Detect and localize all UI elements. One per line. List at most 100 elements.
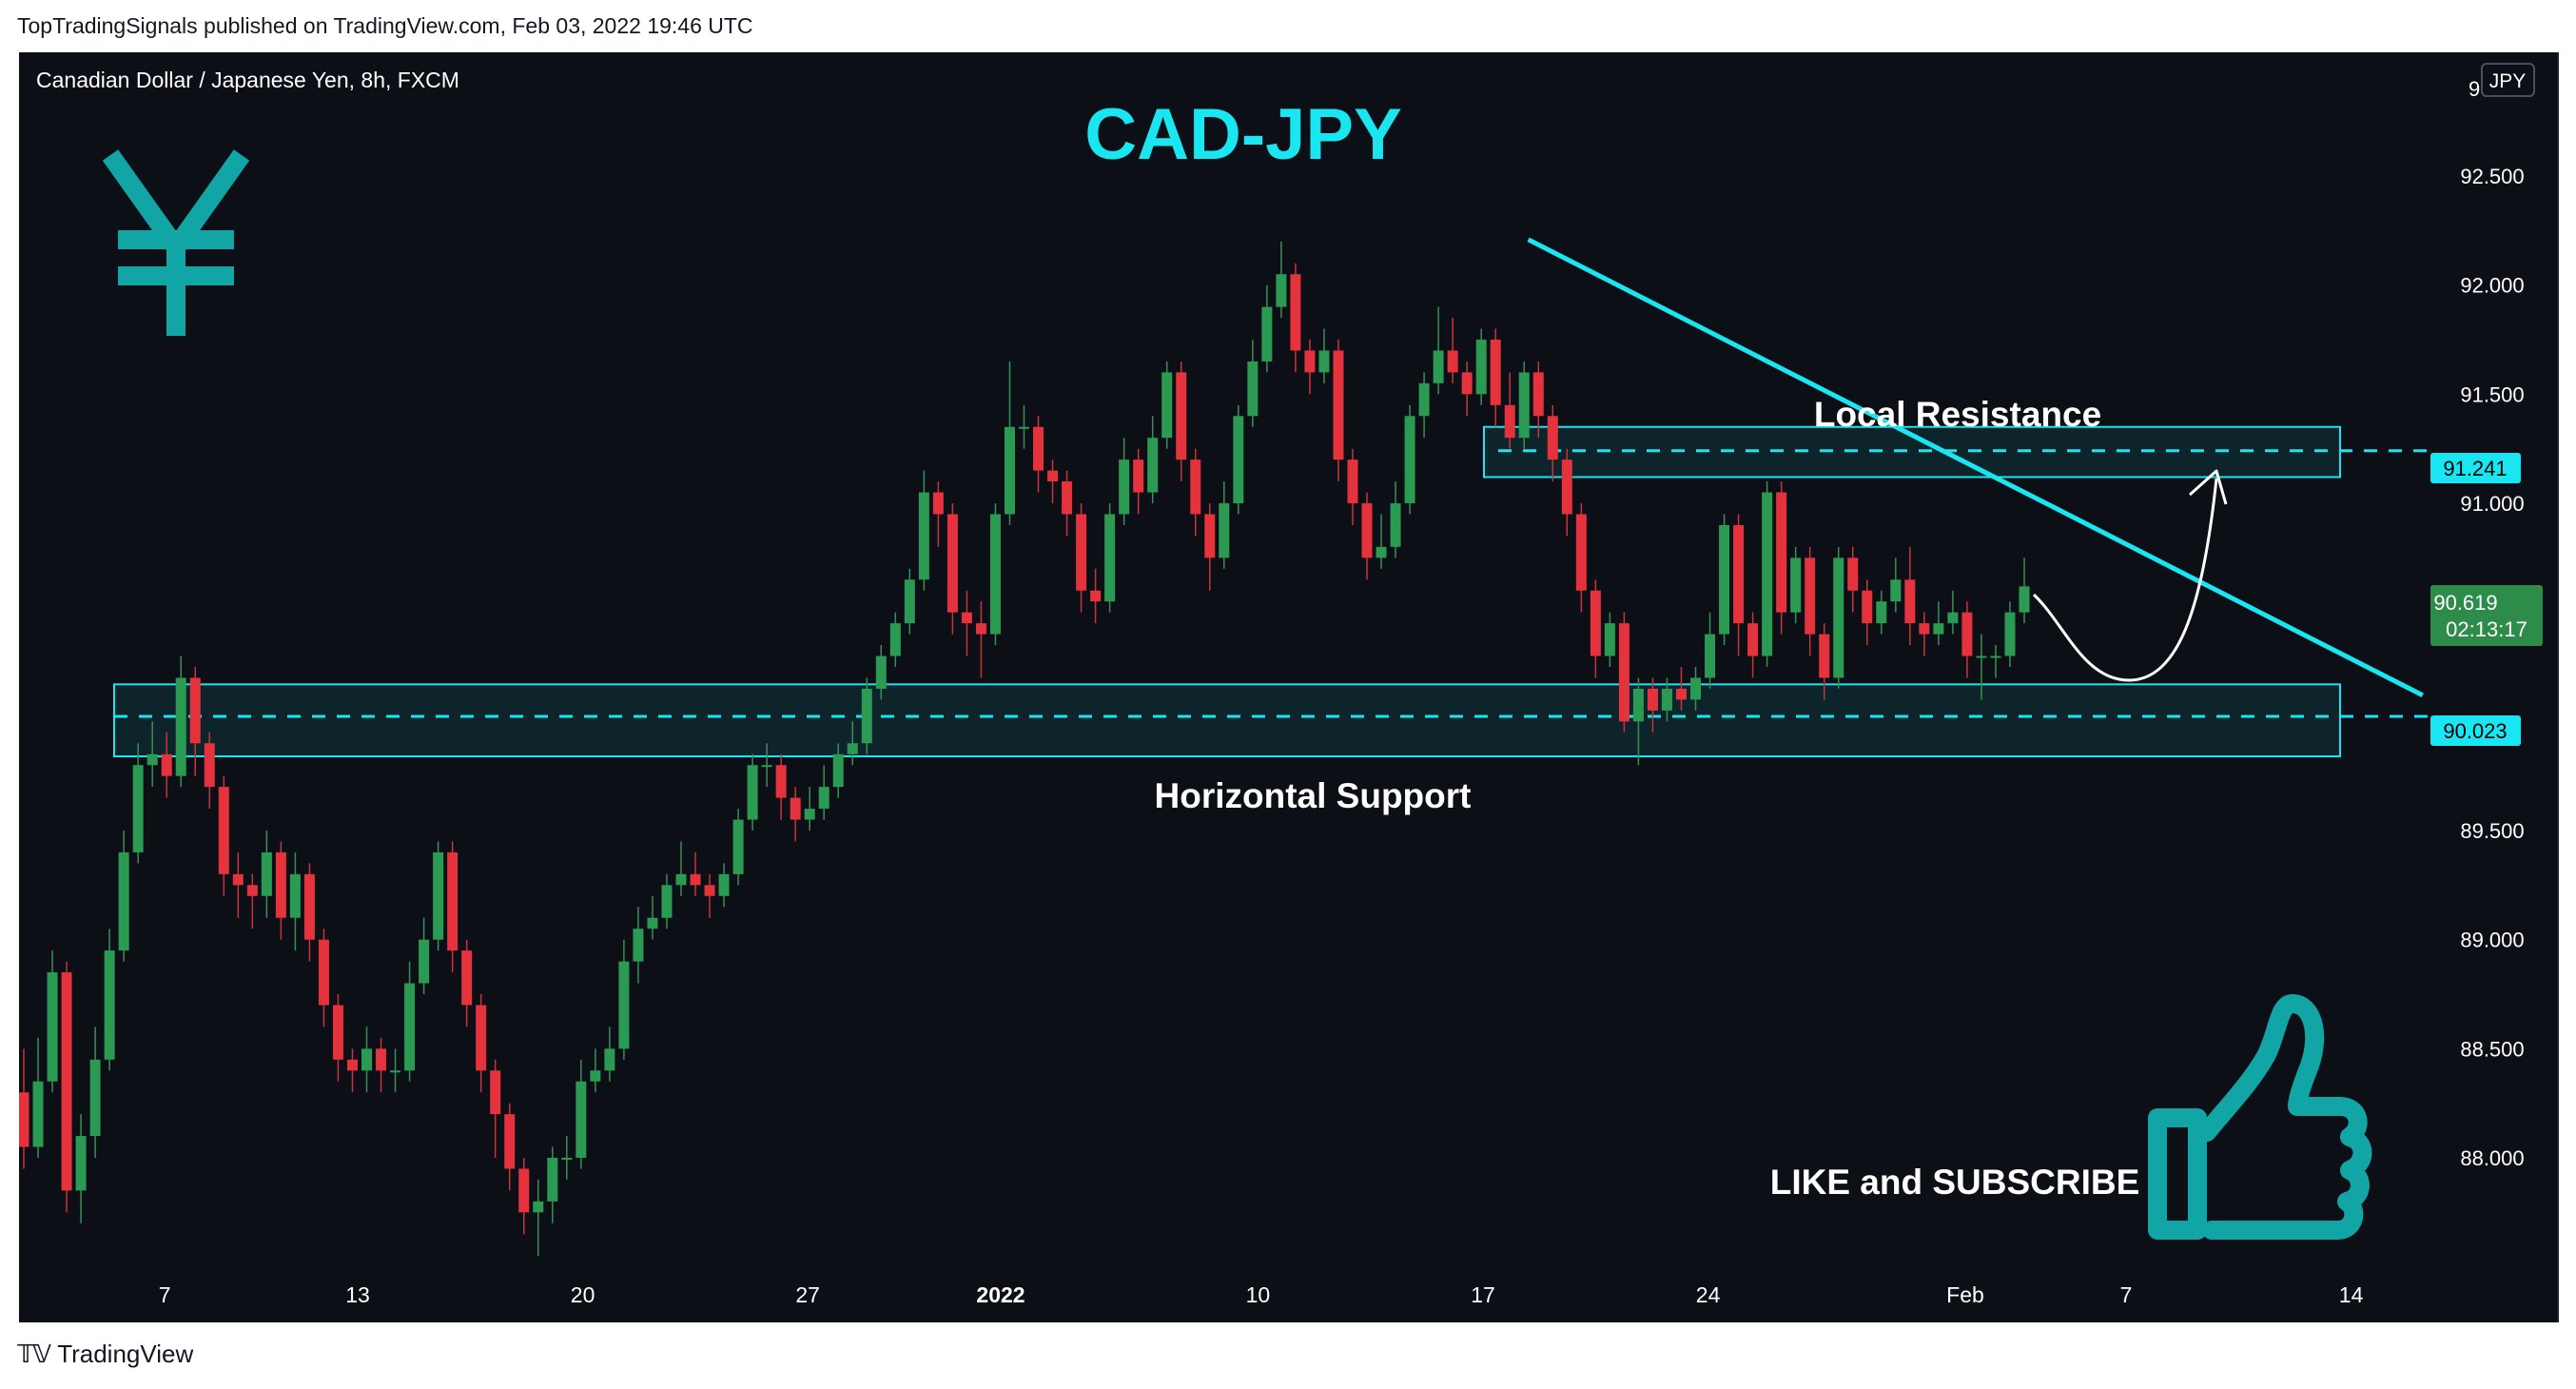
candle[interactable] (1347, 448, 1358, 525)
candle[interactable] (376, 1037, 387, 1093)
candle[interactable] (1019, 404, 1029, 449)
candle[interactable] (518, 1157, 530, 1235)
candle[interactable] (1762, 481, 1773, 667)
candle[interactable] (2004, 601, 2016, 667)
candle[interactable] (1190, 448, 1201, 537)
candle[interactable] (1747, 612, 1759, 678)
candle[interactable] (1147, 416, 1159, 503)
candle[interactable] (1904, 546, 1916, 646)
support-zone[interactable] (113, 683, 2341, 758)
candle[interactable] (1618, 612, 1630, 733)
candle[interactable] (1532, 361, 1544, 439)
candle[interactable] (561, 1136, 573, 1180)
candle[interactable] (847, 721, 858, 766)
candle[interactable] (904, 568, 915, 635)
candle[interactable] (1575, 502, 1587, 613)
candle[interactable] (932, 481, 944, 547)
candle[interactable] (1890, 558, 1902, 613)
candle[interactable] (1247, 339, 1259, 427)
candle[interactable] (204, 732, 215, 810)
candle[interactable] (1233, 404, 1244, 515)
candle[interactable] (533, 1179, 544, 1257)
candle[interactable] (1290, 263, 1301, 373)
candle[interactable] (1819, 623, 1830, 700)
candle[interactable] (404, 961, 416, 1082)
candle[interactable] (1776, 481, 1787, 635)
candle[interactable] (1833, 546, 1844, 689)
candle[interactable] (861, 677, 872, 754)
candle[interactable] (1433, 306, 1444, 395)
candle[interactable] (32, 1037, 44, 1158)
candle[interactable] (1418, 372, 1430, 439)
candle[interactable] (1862, 579, 1873, 646)
candle[interactable] (804, 787, 815, 831)
candle[interactable] (1675, 666, 1687, 711)
candle[interactable] (918, 470, 929, 591)
candle[interactable] (1219, 481, 1230, 569)
candle[interactable] (704, 873, 715, 918)
candle[interactable] (1647, 677, 1658, 733)
candle[interactable] (89, 1027, 101, 1158)
candle[interactable] (118, 830, 129, 962)
candle[interactable] (1161, 361, 1173, 449)
candle[interactable] (1361, 492, 1373, 580)
candle[interactable] (161, 732, 172, 798)
candle[interactable] (547, 1146, 558, 1223)
candle[interactable] (232, 851, 244, 918)
candle[interactable] (1518, 361, 1530, 449)
candle[interactable] (1790, 546, 1802, 624)
candle[interactable] (1805, 546, 1816, 656)
candle[interactable] (1661, 677, 1672, 722)
candle[interactable] (476, 993, 487, 1093)
candle[interactable] (675, 841, 687, 896)
candle[interactable] (189, 666, 201, 776)
candle[interactable] (1047, 460, 1059, 503)
candle[interactable] (1847, 546, 1859, 613)
candle[interactable] (1547, 404, 1558, 482)
candle[interactable] (1119, 438, 1130, 525)
candle[interactable] (961, 590, 972, 656)
candle[interactable] (1490, 328, 1501, 427)
candle[interactable] (1719, 514, 1730, 646)
candle[interactable] (1876, 590, 1887, 635)
descending-trendline[interactable] (1527, 237, 2424, 698)
candle[interactable] (1919, 612, 1930, 656)
candle[interactable] (1090, 568, 1102, 624)
candle[interactable] (1004, 361, 1015, 525)
candle[interactable] (1690, 666, 1702, 711)
candle[interactable] (1504, 372, 1515, 449)
candle[interactable] (303, 863, 315, 962)
candle[interactable] (490, 1059, 501, 1158)
candle[interactable] (1390, 481, 1401, 558)
candle[interactable] (747, 753, 758, 831)
candle[interactable] (1733, 514, 1745, 656)
candle[interactable] (1133, 448, 1144, 515)
candle[interactable] (1333, 339, 1344, 482)
candle[interactable] (47, 950, 58, 1093)
candle[interactable] (390, 1048, 401, 1093)
candle[interactable] (75, 1114, 87, 1223)
candle[interactable] (647, 895, 658, 940)
candle[interactable] (346, 1048, 358, 1093)
candle[interactable] (1947, 590, 1959, 635)
candle[interactable] (419, 917, 430, 994)
candle[interactable] (1376, 514, 1387, 569)
candle[interactable] (61, 961, 72, 1213)
candle[interactable] (146, 721, 158, 788)
candle[interactable] (261, 830, 272, 918)
candle[interactable] (604, 1027, 615, 1082)
candle[interactable] (1976, 634, 1987, 700)
candle[interactable] (433, 841, 444, 951)
candle[interactable] (218, 775, 229, 896)
candle[interactable] (576, 1059, 587, 1169)
candle[interactable] (175, 655, 186, 788)
candle[interactable] (1604, 612, 1615, 667)
candle[interactable] (1475, 328, 1487, 405)
candle[interactable] (289, 851, 301, 951)
candle[interactable] (104, 929, 115, 1071)
candle[interactable] (790, 787, 801, 842)
candle[interactable] (132, 743, 144, 864)
candle[interactable] (1961, 601, 1973, 678)
candle[interactable] (1062, 470, 1073, 537)
candle[interactable] (818, 765, 829, 820)
